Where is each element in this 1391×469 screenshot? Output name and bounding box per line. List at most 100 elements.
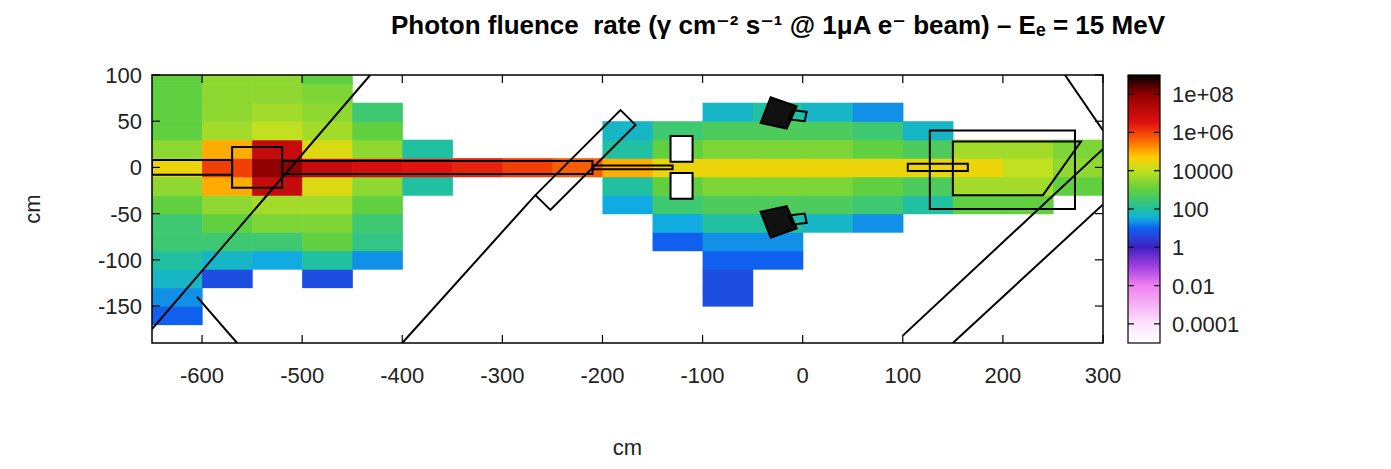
x-tick <box>702 335 703 343</box>
heat-cell <box>152 121 203 140</box>
heat-cell <box>352 251 403 270</box>
plot-background <box>152 75 1103 343</box>
x-tick <box>602 335 603 343</box>
heat-cell <box>352 103 403 122</box>
heat-cell <box>402 140 453 159</box>
heat-cell <box>352 140 403 159</box>
plot-frame <box>152 75 1103 343</box>
heat-cell <box>152 288 203 307</box>
heat-cell <box>252 103 303 122</box>
heat-cell <box>302 177 353 196</box>
plot-area <box>152 75 1103 343</box>
heat-cell <box>753 177 804 196</box>
heat-cell <box>602 121 653 140</box>
y-tick <box>152 213 160 214</box>
heat-cell <box>152 232 203 251</box>
heat-cell <box>602 177 653 196</box>
x-tick <box>1102 75 1103 83</box>
x-tick <box>702 75 703 83</box>
colorbar-tick <box>1154 208 1160 209</box>
heat-cell <box>252 251 303 270</box>
heat-cell <box>703 251 754 270</box>
heat-cell <box>703 269 754 288</box>
heat-cell <box>803 195 854 214</box>
colorbar-tick <box>1154 170 1160 171</box>
heat-cell <box>953 158 1004 177</box>
colorbar-tick <box>1128 208 1134 209</box>
heat-cell <box>202 251 253 270</box>
heat-cell <box>803 158 854 177</box>
colorbar-tick-label: 0.01 <box>1172 274 1215 299</box>
heat-cell <box>803 140 854 159</box>
x-tick <box>302 335 303 343</box>
heat-cell <box>803 214 854 233</box>
y-tick <box>152 259 160 260</box>
geometry-shape <box>789 214 807 225</box>
geometry-shape <box>232 147 282 188</box>
heat-cell <box>903 140 954 159</box>
heat-cell <box>302 214 353 233</box>
geometry-shape <box>953 142 1081 196</box>
heat-cell <box>352 121 403 140</box>
geometry-shape <box>671 173 693 199</box>
heat-cell <box>853 140 904 159</box>
geometry-shape <box>152 160 232 175</box>
x-tick-label: -300 <box>480 363 524 388</box>
heat-cell <box>202 121 253 140</box>
colorbar <box>1128 75 1160 343</box>
heat-cell <box>653 232 704 251</box>
geometry-line <box>152 75 370 329</box>
colorbar-tick-label: 0.0001 <box>1172 312 1239 337</box>
geometry-shape <box>789 110 807 121</box>
heat-cell <box>953 140 1004 159</box>
geometry-shape <box>592 166 672 170</box>
geometry-line <box>903 149 1103 336</box>
x-tick <box>201 335 202 343</box>
heat-cell <box>1003 140 1054 159</box>
heat-cell <box>703 232 754 251</box>
x-tick-label: 300 <box>1085 363 1122 388</box>
heat-cell <box>853 195 904 214</box>
x-tick <box>402 335 403 343</box>
x-tick-label: -400 <box>380 363 424 388</box>
y-tick-label: -100 <box>98 248 142 273</box>
heat-cell <box>252 232 303 251</box>
y-tick <box>1095 167 1103 168</box>
colorbar-tick-label: 100 <box>1172 197 1209 222</box>
heat-cell <box>703 103 754 122</box>
heat-cell <box>1053 158 1103 177</box>
y-tick-label: -50 <box>110 202 142 227</box>
x-tick <box>602 75 603 83</box>
colorbar-tick-label: 1e+06 <box>1172 120 1234 145</box>
heat-cell <box>703 214 754 233</box>
heat-cell <box>152 251 203 270</box>
heat-cell <box>152 84 203 103</box>
heat-cell <box>803 177 854 196</box>
y-tick <box>1095 305 1103 306</box>
colorbar-tick <box>1154 132 1160 133</box>
heat-cell <box>252 140 303 159</box>
geometry-line <box>1065 75 1103 130</box>
geometry-line <box>197 297 237 343</box>
heat-cell <box>352 232 403 251</box>
heat-cell <box>1003 158 1054 177</box>
x-tick <box>302 75 303 83</box>
heat-cell <box>252 121 303 140</box>
x-tick <box>201 75 202 83</box>
x-tick-label: -600 <box>180 363 224 388</box>
y-tick-label: 0 <box>130 155 142 180</box>
x-tick <box>1002 335 1003 343</box>
colorbar-tick <box>1128 323 1134 324</box>
colorbar-tick <box>1128 247 1134 248</box>
x-tick-label: -500 <box>280 363 324 388</box>
x-tick <box>1002 75 1003 83</box>
heat-cell <box>302 195 353 214</box>
heat-cell <box>252 214 303 233</box>
colorbar-tick-label: 1e+08 <box>1172 82 1234 107</box>
heat-cell <box>703 195 754 214</box>
heat-cell <box>152 306 203 325</box>
heat-cell <box>252 84 303 103</box>
colorbar-tick-label: 1 <box>1172 235 1184 260</box>
y-tick <box>152 167 160 168</box>
geometry-shape <box>282 161 592 174</box>
